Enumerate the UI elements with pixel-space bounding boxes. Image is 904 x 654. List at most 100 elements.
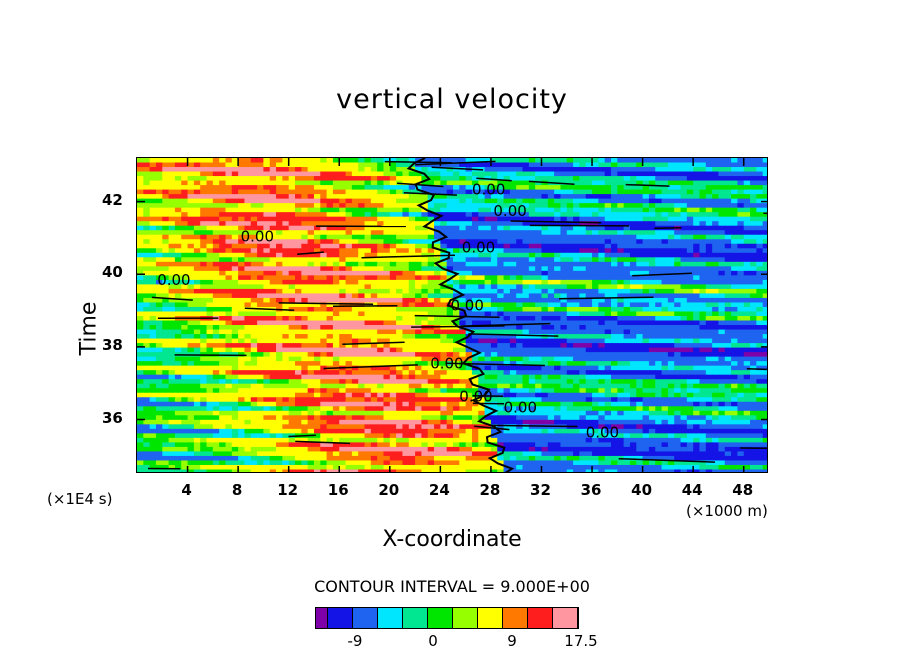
heatmap-cell (554, 261, 562, 267)
heatmap-cell (636, 243, 644, 249)
heatmap-cell (541, 261, 549, 267)
heatmap-cell (288, 270, 296, 276)
heatmap-cell (219, 189, 227, 195)
heatmap-cell (225, 257, 233, 263)
heatmap-cell (162, 311, 170, 317)
heatmap-cell (509, 293, 517, 299)
heatmap-cell (642, 325, 650, 331)
heatmap-cell (181, 275, 189, 281)
heatmap-cell (699, 167, 707, 173)
heatmap-cell (200, 221, 208, 227)
heatmap-cell (320, 176, 328, 182)
heatmap-cell (592, 185, 599, 191)
heatmap-cell (560, 207, 568, 213)
heatmap-cell (522, 325, 530, 331)
heatmap-cell (225, 167, 233, 173)
heatmap-cell (427, 266, 435, 272)
heatmap-cell (497, 293, 505, 299)
heatmap-cell (212, 234, 220, 240)
heatmap-cell (434, 180, 441, 186)
heatmap-cell (206, 171, 214, 177)
heatmap-cell (155, 343, 163, 349)
heatmap-cell (617, 207, 625, 213)
heatmap-cell (661, 266, 669, 272)
heatmap-cell (636, 329, 644, 335)
heatmap-cell (573, 370, 580, 376)
heatmap-cell (326, 334, 334, 340)
heatmap-cell (497, 361, 505, 367)
heatmap-cell (629, 162, 637, 168)
heatmap-cell (415, 302, 422, 308)
heatmap-cell (655, 356, 663, 362)
heatmap-cell (648, 284, 656, 290)
heatmap-cell (503, 379, 511, 385)
heatmap-cell (193, 158, 201, 164)
heatmap-cell (731, 374, 738, 380)
heatmap-cell (206, 270, 214, 276)
heatmap-cell (598, 316, 606, 322)
heatmap-cell (187, 288, 195, 295)
heatmap-cell (427, 288, 435, 295)
heatmap-cell (276, 239, 283, 245)
heatmap-cell (219, 180, 227, 186)
heatmap-cell (174, 347, 182, 353)
heatmap-cell (193, 374, 201, 380)
heatmap-cell (231, 176, 239, 182)
heatmap-cell (592, 257, 599, 263)
heatmap-cell (307, 171, 315, 177)
heatmap-cell (276, 347, 283, 353)
heatmap-cell (737, 356, 745, 362)
heatmap-cell (295, 261, 302, 267)
heatmap-cell (699, 266, 707, 272)
heatmap-cell (516, 221, 524, 227)
heatmap-cell (269, 329, 277, 335)
heatmap-cell (453, 311, 460, 317)
heatmap-cell (611, 207, 618, 213)
heatmap-cell (617, 325, 625, 331)
heatmap-cell (181, 374, 189, 380)
heatmap-cell (611, 194, 618, 200)
heatmap-cell (471, 176, 479, 182)
heatmap-cell (554, 167, 562, 173)
heatmap-cell (415, 329, 422, 335)
heatmap-cell (535, 302, 543, 308)
heatmap-cell (693, 189, 701, 195)
heatmap-cell (680, 316, 688, 322)
heatmap-cell (326, 288, 334, 295)
heatmap-cell (750, 275, 757, 281)
heatmap-cell (661, 216, 669, 222)
heatmap-cell (389, 347, 397, 353)
heatmap-cell (402, 212, 410, 218)
heatmap-cell (712, 230, 720, 236)
heatmap-cell (471, 189, 479, 195)
heatmap-cell (257, 370, 264, 376)
heatmap-cell (705, 347, 713, 353)
heatmap-cell (238, 306, 246, 313)
heatmap-cell (301, 297, 309, 304)
heatmap-cell (535, 356, 543, 362)
heatmap-cell (231, 198, 239, 204)
heatmap-cell (238, 180, 246, 186)
heatmap-cell (712, 284, 720, 290)
heatmap-cell (541, 325, 549, 331)
heatmap-cell (661, 248, 669, 254)
heatmap-cell (737, 374, 745, 380)
heatmap-cell (402, 239, 410, 245)
heatmap-cell (155, 374, 163, 380)
heatmap-cell (503, 352, 511, 358)
heatmap-cell (301, 171, 309, 177)
heatmap-cell (712, 370, 720, 376)
heatmap-cell (573, 194, 580, 200)
heatmap-cell (193, 370, 201, 376)
heatmap-cell (718, 257, 726, 263)
heatmap-cell (320, 189, 328, 195)
heatmap-cell (313, 212, 321, 218)
heatmap-cell (655, 379, 663, 385)
heatmap-cell (636, 216, 644, 222)
heatmap-cell (332, 352, 340, 358)
heatmap-cell (465, 189, 473, 195)
heatmap-cell (276, 270, 283, 276)
heatmap-cell (471, 379, 479, 385)
heatmap-cell (351, 248, 359, 254)
heatmap-cell (598, 284, 606, 290)
